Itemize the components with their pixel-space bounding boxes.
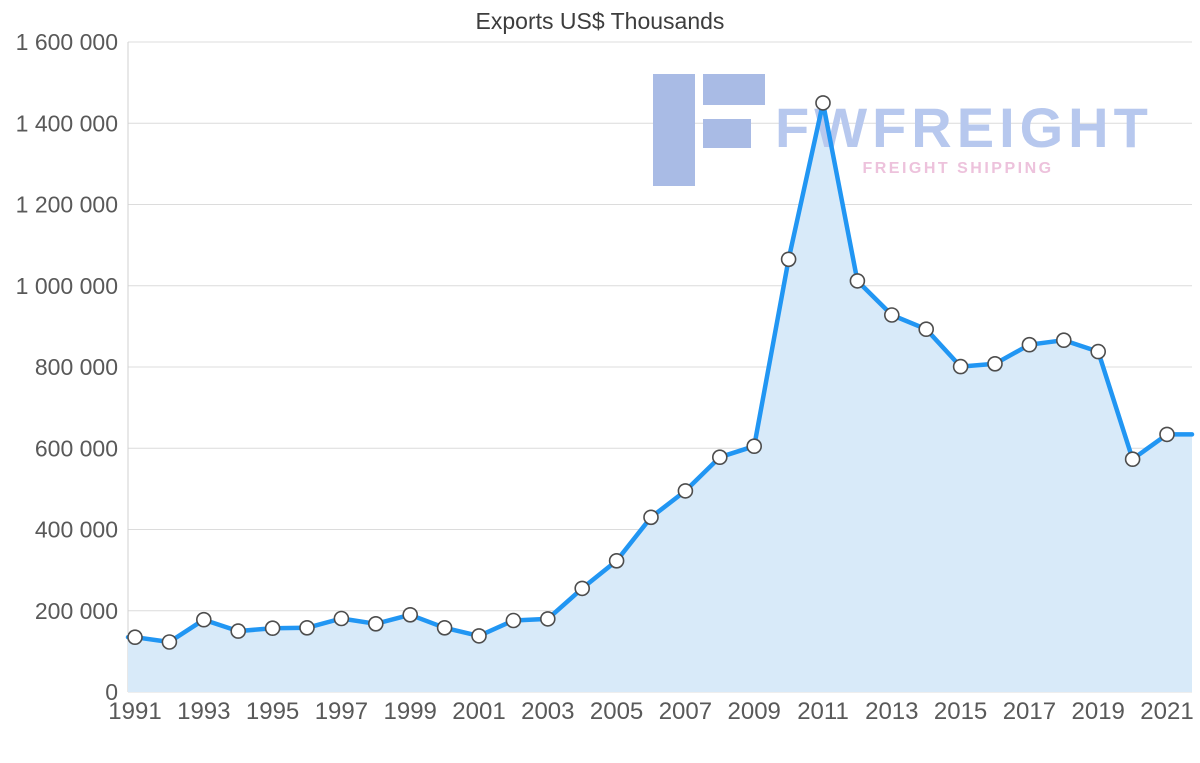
y-axis-labels: 0 200 000 400 000 600 000 800 000 1 000 000 1 … [16,29,118,705]
x-axis-label: 2003 [521,698,574,725]
x-axis-label: 2013 [865,698,918,725]
logo-top-bar [703,74,765,105]
x-axis-label: 1997 [315,698,368,725]
watermark-brand-text: FWFREIGHT [775,96,1153,159]
chart-title: Exports US$ Thousands [475,8,725,34]
data-point-marker[interactable] [299,619,315,636]
y-axis-label: 1 600 000 [16,29,118,55]
y-axis-label: 1 000 000 [16,273,118,299]
x-axis-label: 2019 [1072,698,1125,725]
data-point-marker[interactable] [127,629,143,646]
data-point-marker[interactable] [333,610,350,627]
logo-stem-bar [653,74,695,186]
data-point-marker[interactable] [196,611,212,628]
data-point-marker[interactable] [402,606,419,623]
x-axis-label: 2007 [659,698,712,725]
data-point-marker[interactable] [367,615,384,632]
data-point-marker[interactable] [780,251,797,268]
data-point-marker[interactable] [677,483,694,499]
watermark-tagline-text: FREIGHT SHIPPING [862,160,1053,177]
x-axis-label: 1993 [177,698,230,725]
data-point-marker[interactable] [883,307,900,323]
data-point-marker[interactable] [815,95,831,111]
y-axis-label: 200 000 [35,598,118,624]
data-point-marker[interactable] [987,355,1003,372]
x-axis-label: 1995 [246,698,299,725]
y-axis-label: 600 000 [35,435,118,461]
data-point-marker[interactable] [1021,336,1038,353]
data-point-marker[interactable] [161,634,178,650]
data-point-marker[interactable] [1159,426,1175,443]
data-point-marker[interactable] [746,438,763,455]
data-point-marker[interactable] [436,619,453,636]
fwfreight-logo-icon [653,74,765,186]
data-point-marker[interactable] [952,358,969,375]
y-axis-label: 800 000 [35,354,118,380]
data-point-marker[interactable] [711,449,728,466]
x-axis-labels: 1991 1993 1995 1997 1999 2001 2003 2005 2007 2009… [108,698,1193,725]
data-point-marker[interactable] [505,612,522,629]
x-axis-label: 2017 [1003,698,1056,725]
data-point-marker[interactable] [264,620,281,637]
data-point-marker[interactable] [918,321,935,338]
markers-layer [127,95,1175,650]
x-axis-label: 2005 [590,698,643,725]
watermark: FWFREIGHT FREIGHT SHIPPING [653,74,1153,186]
data-point-marker[interactable] [574,580,591,597]
data-point-marker[interactable] [539,611,556,627]
data-point-marker[interactable] [471,628,487,644]
data-point-marker[interactable] [643,509,659,526]
x-axis-label: 2021 [1140,698,1193,725]
x-axis-label: 1991 [108,698,161,725]
data-point-marker[interactable] [1124,451,1141,468]
y-axis-label: 1 400 000 [16,110,118,136]
logo-mid-bar [703,119,751,148]
data-point-marker[interactable] [608,552,625,569]
x-axis-label: 1999 [384,698,437,725]
x-axis-label: 2015 [934,698,987,725]
data-point-marker[interactable] [230,623,246,639]
y-axis-label: 0 [105,679,118,705]
data-point-marker[interactable] [849,273,866,289]
data-point-marker[interactable] [1056,332,1072,349]
x-axis-label: 2001 [452,698,505,725]
data-point-marker[interactable] [1090,343,1106,360]
x-axis-label: 2009 [728,698,781,725]
y-axis-label: 400 000 [35,517,118,543]
area-fill [128,102,1192,692]
x-axis-label: 2011 [797,698,849,725]
y-axis-label: 1 200 000 [16,192,118,218]
